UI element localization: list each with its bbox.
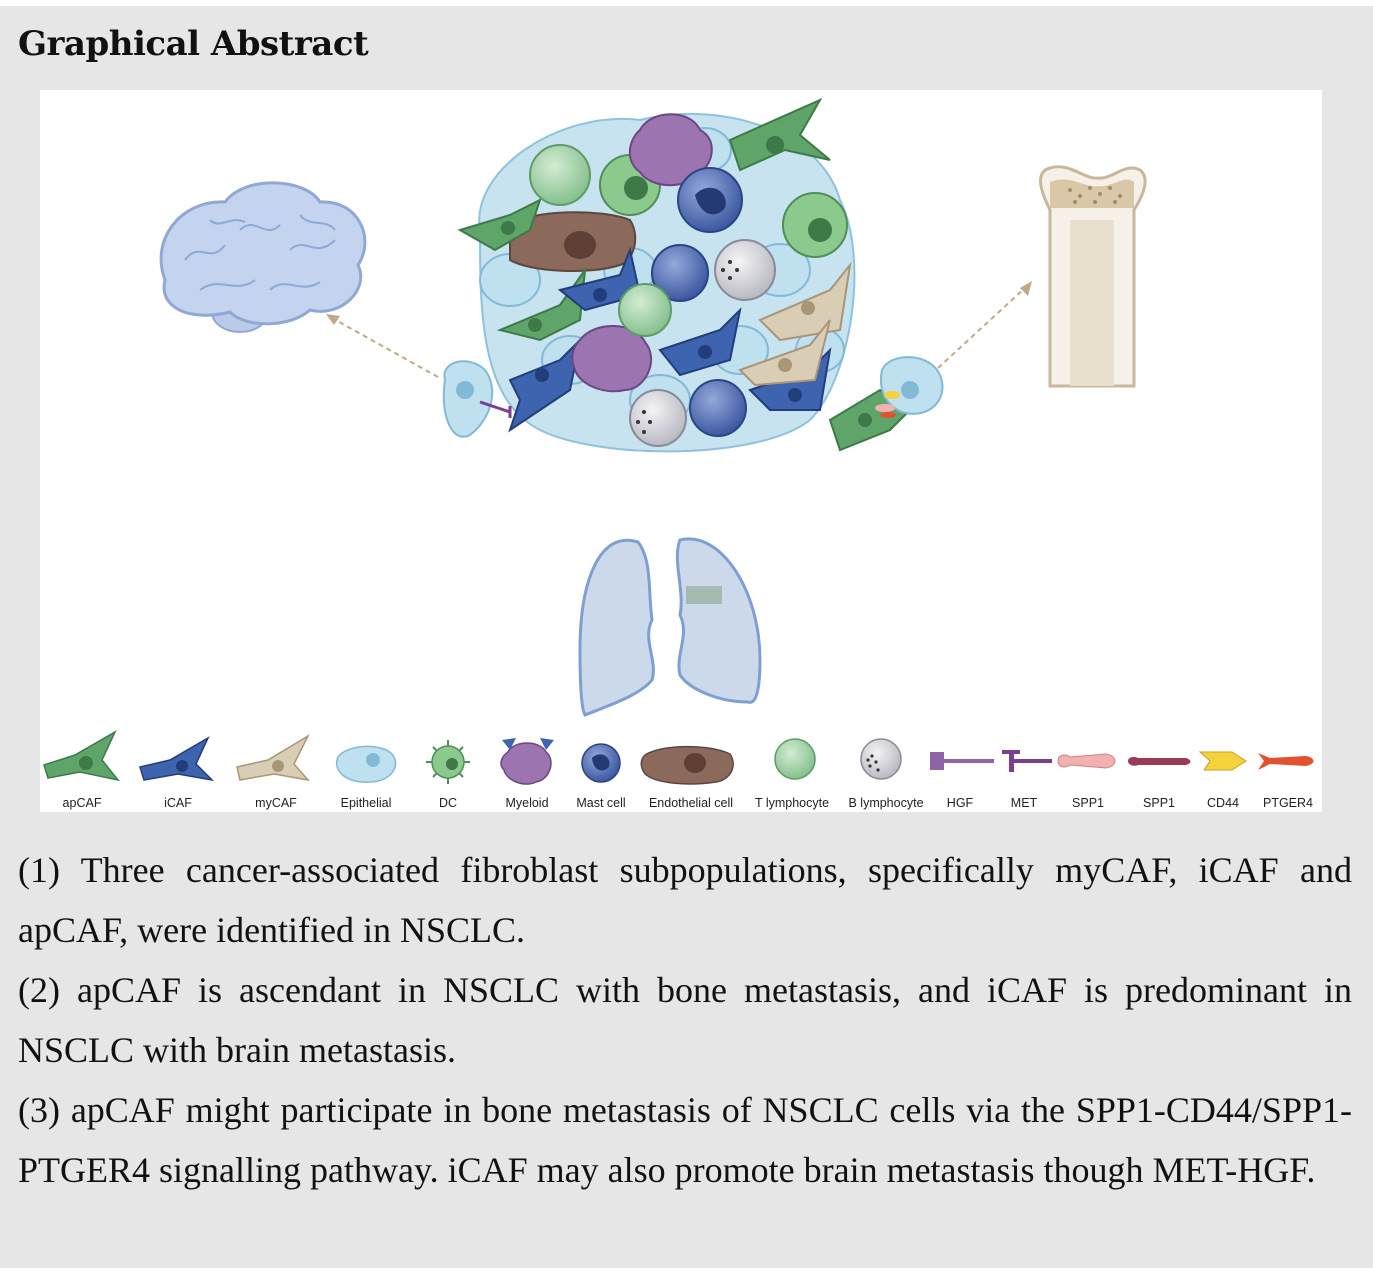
legend-labels: apCAF iCAF myCAF Epithelial DC Myeloid M…: [63, 796, 1314, 810]
legend-label-t-lymphocyte: T lymphocyte: [755, 796, 829, 810]
brain-illustration: [159, 181, 367, 333]
graphical-abstract-panel: Graphical Abstract: [0, 6, 1373, 1268]
mast-cell-icon: [581, 743, 621, 783]
dendritic-cell-icon: [426, 740, 470, 784]
tumor-microenvironment-cluster: [442, 97, 944, 453]
highlights-text: (1) Three cancer-associated fibroblast s…: [18, 840, 1352, 1200]
endothelial-cell-icon: [640, 745, 734, 785]
b-lymphocyte-icon: [860, 738, 902, 780]
legend-icons: [43, 730, 1314, 785]
legend-label-met: MET: [1011, 796, 1038, 810]
myeloid-cell-icon: [500, 738, 554, 785]
fibroblast-beige-icon: [236, 734, 310, 782]
legend-label-mast-cell: Mast cell: [576, 796, 625, 810]
metastasis-arrows: [326, 281, 1032, 378]
cd44-receptor-icon: [1198, 751, 1247, 771]
highlight-3: (3) apCAF might participate in bone meta…: [18, 1090, 1352, 1190]
fibroblast-green-icon: [43, 730, 120, 782]
ptger4-receptor-icon: [1258, 753, 1314, 770]
spp1-ligand-icon: [1057, 753, 1116, 769]
legend-label-spp1: SPP1: [1072, 796, 1104, 810]
section-heading: Graphical Abstract: [18, 24, 369, 64]
legend-label-dc: DC: [439, 796, 457, 810]
legend-label-apcaf: apCAF: [63, 796, 102, 810]
highlight-2: (2) apCAF is ascendant in NSCLC with bon…: [18, 970, 1352, 1070]
met-receptor-icon: [1002, 750, 1052, 772]
fibroblast-blue-icon: [139, 736, 215, 782]
abstract-figure: apCAF iCAF myCAF Epithelial DC Myeloid M…: [40, 90, 1322, 812]
legend-label-ptger4: PTGER4: [1263, 796, 1313, 810]
legend-label-icaf: iCAF: [164, 796, 192, 810]
t-lymphocyte-icon: [774, 738, 816, 780]
legend-label-cd44: CD44: [1207, 796, 1239, 810]
epithelial-cell-icon: [335, 745, 397, 783]
legend-label-spp1-dark: SPP1: [1143, 796, 1175, 810]
legend-label-endothelial-cell: Endothelial cell: [649, 796, 733, 810]
lungs-illustration: [578, 537, 762, 717]
spp1-ligand-dark-icon: [1128, 757, 1191, 766]
legend-label-b-lymphocyte: B lymphocyte: [848, 796, 923, 810]
hgf-ligand-icon: [930, 752, 994, 770]
bone-illustration: [1039, 165, 1147, 388]
legend-label-mycaf: myCAF: [255, 796, 297, 810]
legend-label-myeloid: Myeloid: [505, 796, 548, 810]
highlight-1: (1) Three cancer-associated fibroblast s…: [18, 850, 1352, 950]
legend-label-epithelial: Epithelial: [341, 796, 392, 810]
legend-label-hgf: HGF: [947, 796, 974, 810]
